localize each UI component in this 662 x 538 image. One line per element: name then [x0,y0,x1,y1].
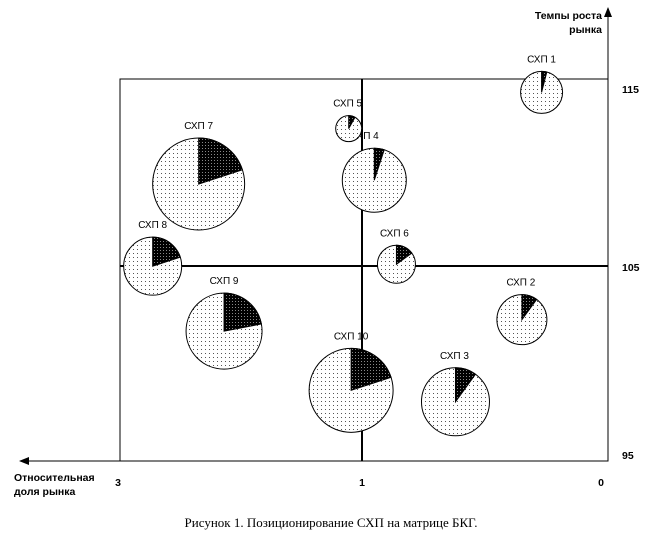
bubble-label: СХП 10 [334,331,369,342]
market-share-wedge [152,236,181,267]
market-share-wedge [198,137,244,185]
market-share-wedge [348,115,356,129]
bubble-3: СХП 3 [420,351,490,437]
market-share-wedge [223,292,262,332]
bubble-label: СХП 9 [210,276,239,287]
y-tick-105: 105 [622,262,640,274]
market-share-wedge [541,70,548,93]
x-tick-1: 1 [359,477,365,489]
market-share-wedge [521,294,538,322]
bubble-9: СХП 9 [185,276,263,370]
bubble-7: СХП 7 [152,121,246,231]
bubble-label: СХП 5 [333,99,362,110]
market-share-wedge [454,367,477,404]
bubble-label: СХП 6 [380,228,409,239]
market-share-wedge [395,244,413,266]
bubble-8: СХП 8 [123,220,183,296]
y-axis-title-line2: рынка [569,24,602,36]
y-tick-115: 115 [622,84,639,96]
bubble-2: СХП 2 [496,278,548,346]
bubble-1: СХП 1 [520,54,564,114]
market-share-wedge [373,147,385,181]
market-share-wedge [350,347,392,392]
bubble-label: СХП 8 [138,220,167,231]
bubble-label: СХП 4 [350,131,379,142]
bubble-5: СХП 5 [333,99,363,143]
bubble-10: СХП 10 [308,331,394,433]
figure-caption: Рисунок 1. Позиционирование СХП на матри… [184,515,478,530]
x-tick-0: 0 [598,477,604,489]
x-axis-title-line2: доля рынка [14,486,76,498]
y-axis-title-line1: Темпы роста [535,10,602,22]
bubble-6: СХП 6 [376,228,416,284]
y-tick-95: 95 [622,450,634,462]
bubble-label: СХП 2 [506,278,535,289]
bubble-label: СХП 7 [184,121,213,132]
bubble-label: СХП 3 [440,351,469,362]
x-axis-title-line1: Относительная [14,472,95,484]
x-tick-3: 3 [115,477,121,489]
bubble-4: СХП 4 [341,131,407,213]
bubble-label: СХП 1 [527,54,556,65]
bubble-layer: СХП 1 СХП 2 СХП 3 СХП 4 СХП 5 СХП 6 СХП 7 СХП 8… [123,54,564,437]
